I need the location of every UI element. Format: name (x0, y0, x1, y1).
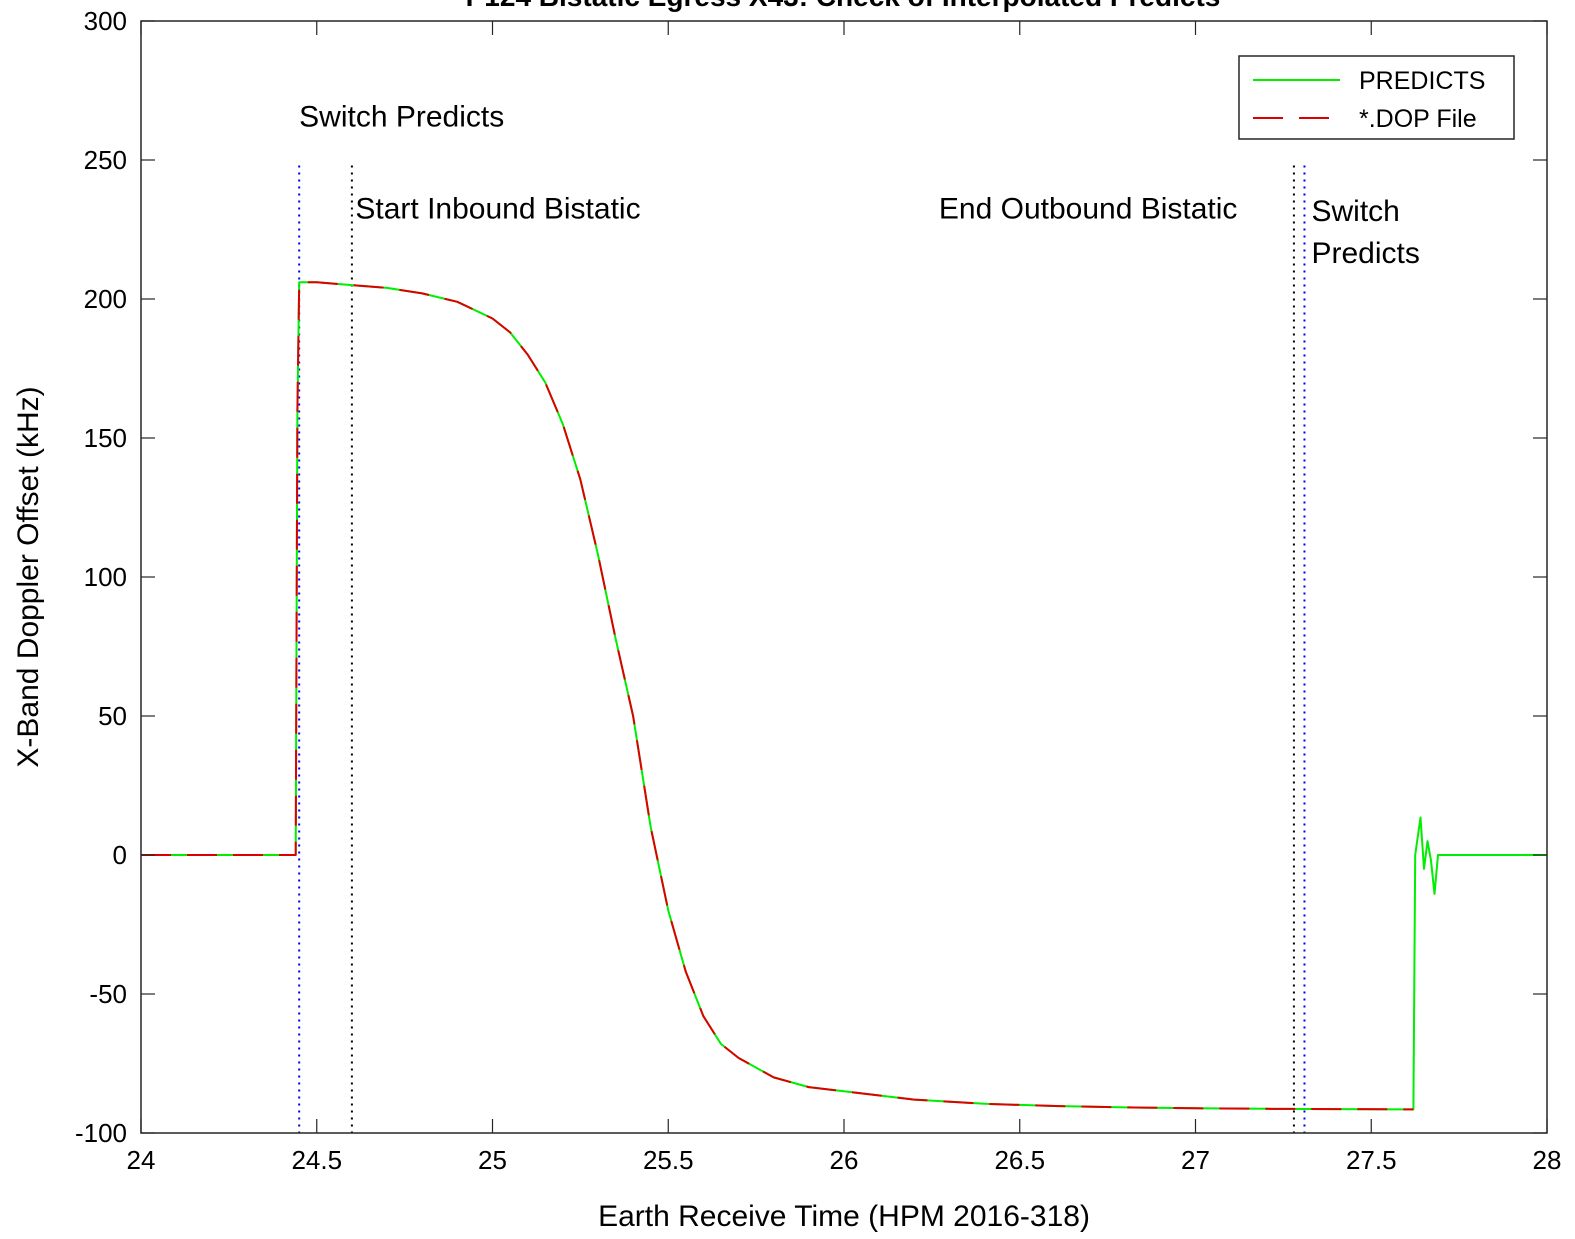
x-tick-label: 25 (478, 1145, 507, 1175)
y-tick-label: 50 (98, 701, 127, 731)
x-axis-label: Earth Receive Time (HPM 2016-318) (598, 1200, 1090, 1233)
annotation-label: End Outbound Bistatic (939, 192, 1238, 225)
y-tick-label: -100 (75, 1118, 127, 1148)
axis-ticks: 24 24.5 25 25.5 26 26.5 27 27.5 28 -100 -50 0 50 100 1… (75, 6, 1562, 1175)
x-tick-label: 27 (1181, 1145, 1210, 1175)
legend-box (1238, 55, 1515, 140)
y-tick-label: 150 (84, 423, 127, 453)
legend-entry: *.DOP File (1359, 105, 1477, 133)
y-tick-label: 0 (113, 840, 127, 870)
y-tick-label: 250 (84, 145, 127, 175)
legend-entry: PREDICTS (1359, 67, 1485, 95)
annotation-label: Switch Predicts (299, 101, 504, 134)
y-tick-label: 200 (84, 284, 127, 314)
series-line (141, 281, 1414, 1111)
series-layer (141, 281, 1547, 1111)
x-tick-label: 27.5 (1346, 1145, 1397, 1175)
x-tick-label: 25.5 (643, 1145, 694, 1175)
annotation-label: Start Inbound Bistatic (355, 192, 640, 225)
x-tick-label: 26 (830, 1145, 859, 1175)
y-axis-label: X-Band Doppler Offset (kHz) (12, 386, 45, 767)
x-tick-label: 24.5 (291, 1145, 342, 1175)
marker-lines (298, 165, 1306, 1133)
legend: PREDICTS *.DOP File (1238, 55, 1515, 140)
annotation-label: Switch (1311, 195, 1399, 228)
chart-title: P124 Bistatic Egress X43: Check of Inter… (466, 0, 1221, 12)
y-tick-label: 100 (84, 562, 127, 592)
x-tick-label: 28 (1533, 1145, 1562, 1175)
x-tick-label: 24 (127, 1145, 156, 1175)
annotation-label: Predicts (1311, 237, 1419, 270)
y-tick-label: -50 (89, 979, 127, 1009)
x-tick-label: 26.5 (994, 1145, 1045, 1175)
y-tick-label: 300 (84, 6, 127, 36)
annotations: Switch Predicts Start Inbound Bistatic End… (299, 101, 1420, 270)
